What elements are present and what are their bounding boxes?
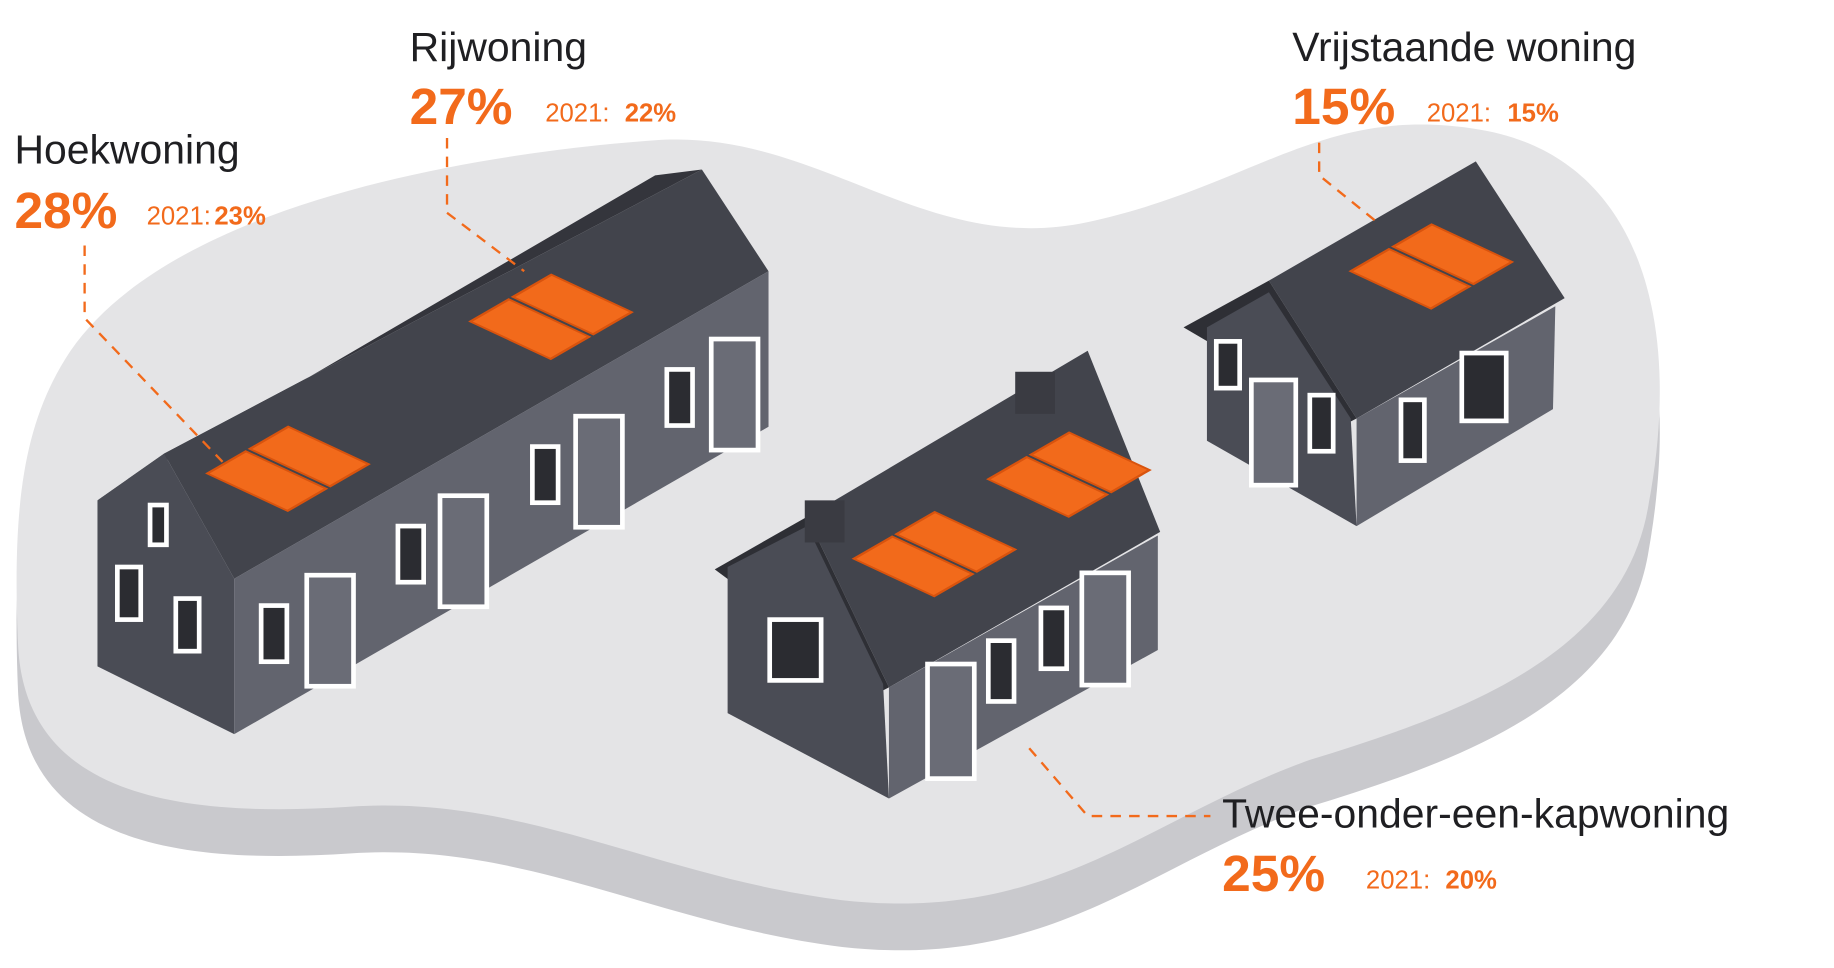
window [1401,400,1424,461]
window [1041,608,1067,669]
window [261,606,287,662]
window [667,369,693,425]
label-share: 15% [1292,77,1395,135]
window [1310,395,1333,451]
window [176,599,199,652]
window [398,526,424,582]
body: {"items": [ {"name": "Hoekwoning", "shar… [0,0,1834,968]
label-year: 2021: [1427,100,1491,128]
door [711,339,758,450]
door [928,664,975,779]
label-share: 25% [1222,844,1325,902]
chimney [805,500,845,542]
label-name: Rijwoning [410,24,587,70]
label-previous: 15% [1507,100,1559,128]
door [576,416,623,527]
label-hoekwoning: Hoekwoning 28% 2021: 23% [14,127,266,239]
window [1462,353,1506,421]
label-year: 2021: [147,202,211,230]
window [1216,341,1239,388]
label-rijwoning: Rijwoning 27% 2021: 22% [410,24,677,135]
window [532,447,558,503]
label-previous: 22% [625,100,677,128]
label-name: Twee-onder-een-kapwoning [1222,791,1729,837]
label-twee-onder-een-kap: Twee-onder-een-kapwoning 25% 2021: 20% [1222,791,1729,902]
window [150,505,166,545]
door [1251,380,1295,485]
label-vrijstaande: Vrijstaande woning 15% 2021: 15% [1292,24,1636,135]
page: Woningtypes html, body { margin: 0; padd… [0,0,1834,968]
label-share: 27% [410,77,513,135]
door [307,575,354,686]
label-share: 28% [14,181,117,239]
door [1082,573,1129,685]
window [988,641,1014,702]
label-name: Vrijstaande woning [1292,24,1636,70]
window [117,567,140,620]
window [770,620,821,681]
label-previous: 23% [214,202,266,230]
label-year: 2021: [545,100,609,128]
label-year: 2021: [1366,867,1430,895]
chimney [1015,372,1055,414]
label-previous: 20% [1445,867,1497,895]
label-name: Hoekwoning [14,127,239,173]
infographic: Hoekwoning 28% 2021: 23% Rijwoning 27% 2… [0,0,1834,968]
door [440,496,487,607]
